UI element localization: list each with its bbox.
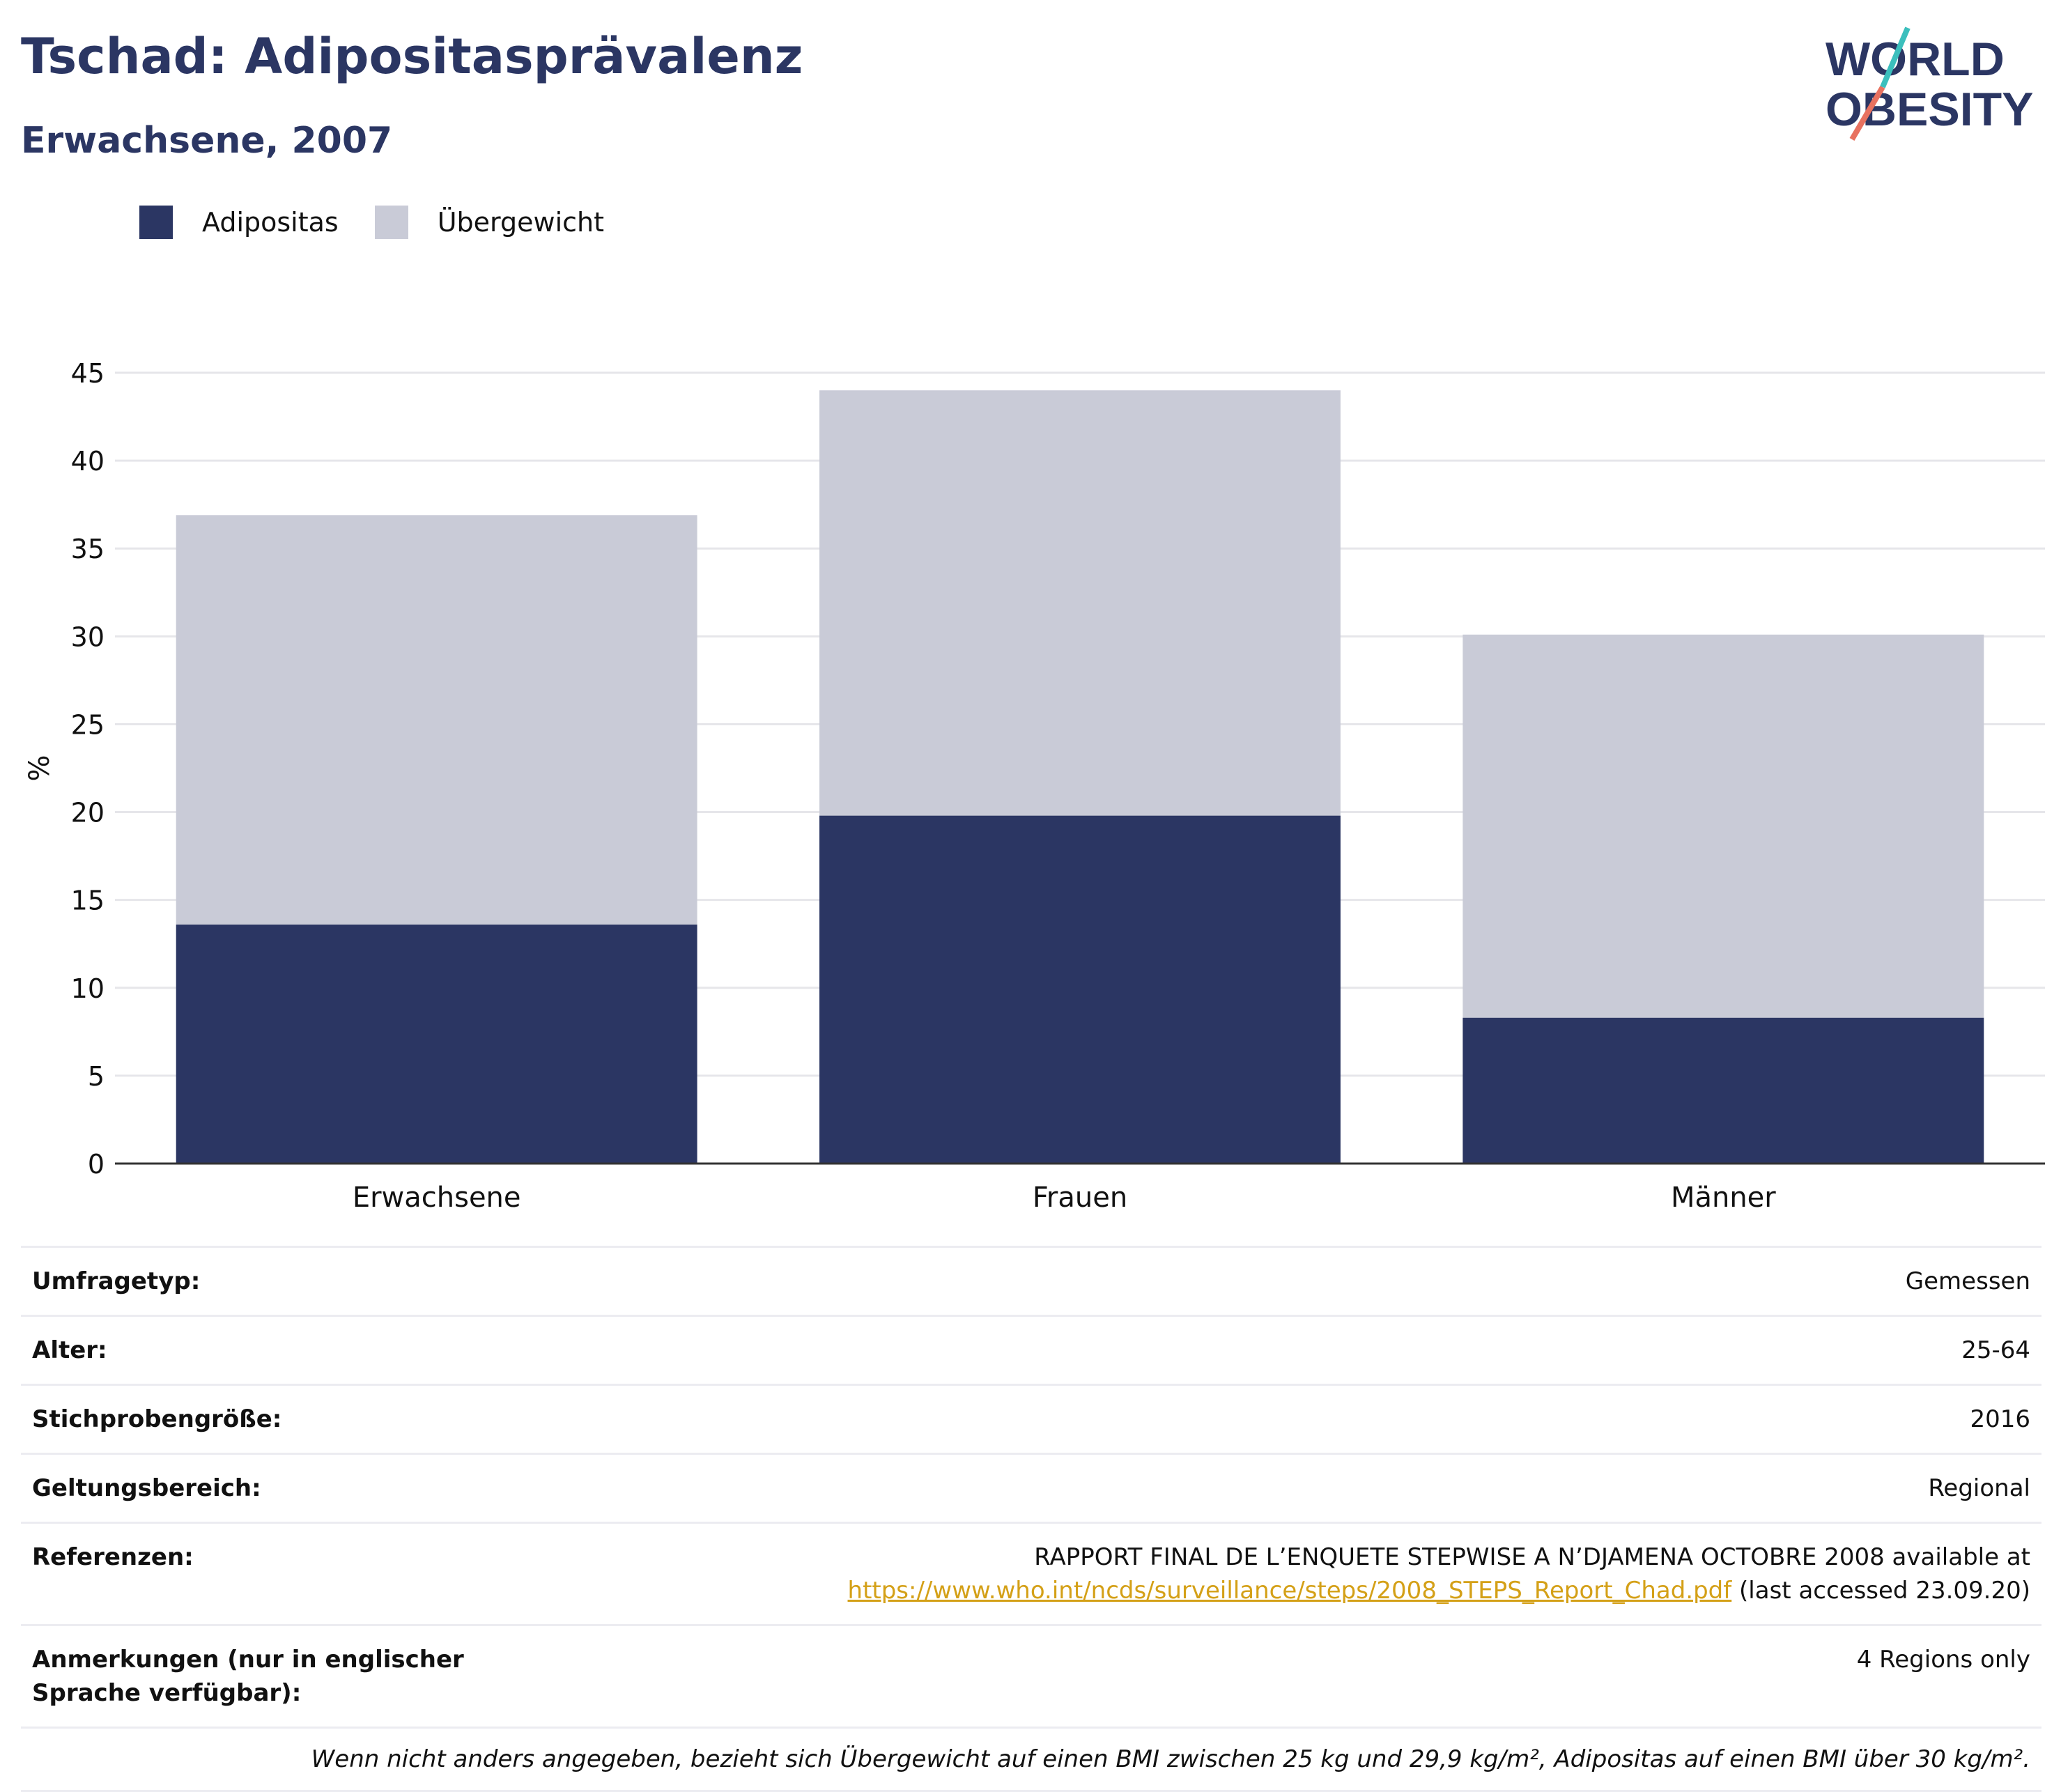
meta-label: Alter: bbox=[32, 1336, 107, 1364]
notes-row: Anmerkungen (nur in englischer Sprache v… bbox=[21, 1624, 2041, 1727]
y-tick-label: 45 bbox=[71, 358, 105, 389]
legend-swatch-uebergewicht bbox=[374, 206, 408, 239]
bar-uebergewicht bbox=[819, 390, 1341, 816]
meta-row: Alter: 25-64 bbox=[21, 1315, 2041, 1384]
bar-uebergewicht bbox=[176, 515, 697, 925]
page-subtitle: Erwachsene, 2007 bbox=[21, 120, 393, 162]
references-suffix: (last accessed 23.09.20) bbox=[1739, 1577, 2030, 1605]
meta-value: 2016 bbox=[1970, 1405, 2030, 1433]
meta-value: 25-64 bbox=[1961, 1336, 2030, 1364]
legend-label-adipositas: Adipositas bbox=[202, 207, 339, 238]
y-tick-label: 0 bbox=[88, 1149, 105, 1180]
bar-uebergewicht bbox=[1462, 634, 1984, 1018]
legend-swatch-adipositas bbox=[139, 206, 173, 239]
meta-row: Umfragetyp: Gemessen bbox=[21, 1246, 2041, 1315]
y-tick-label: 5 bbox=[88, 1061, 105, 1092]
page-title: Tschad: Adipositasprävalenz bbox=[21, 28, 803, 85]
y-tick-label: 10 bbox=[71, 973, 105, 1004]
references-row: Referenzen: RAPPORT FINAL DE L’ENQUETE S… bbox=[21, 1522, 2041, 1624]
notes-label: Anmerkungen (nur in englischer Sprache v… bbox=[32, 1646, 464, 1707]
meta-label: Stichprobengröße: bbox=[32, 1405, 282, 1433]
meta-row: Stichprobengröße: 2016 bbox=[21, 1384, 2041, 1453]
y-tick-label: 40 bbox=[71, 446, 105, 477]
legend-item-adipositas[interactable]: Adipositas bbox=[139, 206, 339, 239]
references-value: RAPPORT FINAL DE L’ENQUETE STEPWISE A N’… bbox=[562, 1540, 2030, 1607]
x-tick-label: Erwachsene bbox=[353, 1182, 521, 1212]
y-tick-label: 20 bbox=[71, 798, 105, 828]
bar-adipositas bbox=[819, 815, 1341, 1164]
y-tick-label: 35 bbox=[71, 534, 105, 564]
references-label: Referenzen: bbox=[32, 1543, 194, 1571]
meta-value: Gemessen bbox=[1905, 1267, 2030, 1295]
x-tick-label: Männer bbox=[1671, 1182, 1776, 1212]
meta-label: Umfragetyp: bbox=[32, 1267, 201, 1295]
y-tick-label: 15 bbox=[71, 886, 105, 916]
y-tick-label: 30 bbox=[71, 621, 105, 652]
world-obesity-logo: WORLD OBESITY bbox=[1825, 26, 2034, 141]
y-axis-label: % bbox=[24, 755, 56, 781]
svg-text:WORLD: WORLD bbox=[1825, 33, 2005, 86]
bar-adipositas bbox=[1462, 1017, 1984, 1164]
references-text: RAPPORT FINAL DE L’ENQUETE STEPWISE A N’… bbox=[1034, 1543, 2030, 1571]
legend-label-uebergewicht: Übergewicht bbox=[437, 207, 604, 238]
footnote: Wenn nicht anders angegeben, bezieht sic… bbox=[21, 1727, 2041, 1792]
x-tick-label: Frauen bbox=[1033, 1182, 1127, 1212]
meta-label: Geltungsbereich: bbox=[32, 1474, 261, 1502]
survey-metadata: Umfragetyp: Gemessen Alter: 25-64 Stichprobe… bbox=[21, 1246, 2041, 1792]
chart-legend: Adipositas Übergewicht bbox=[139, 206, 640, 239]
bar-adipositas bbox=[176, 924, 697, 1164]
notes-value: 4 Regions only bbox=[1856, 1646, 2030, 1674]
meta-row: Geltungsbereich: Regional bbox=[21, 1453, 2041, 1522]
bar-chart: 0 5 10 15 20 25 30 35 40 45 Erwachsene Frauen Männer… bbox=[24, 358, 2045, 1212]
references-link[interactable]: https://www.who.int/ncds/surveillance/st… bbox=[847, 1577, 1732, 1605]
legend-item-uebergewicht[interactable]: Übergewicht bbox=[374, 206, 604, 239]
meta-value: Regional bbox=[1928, 1474, 2030, 1502]
y-tick-label: 25 bbox=[71, 709, 105, 740]
